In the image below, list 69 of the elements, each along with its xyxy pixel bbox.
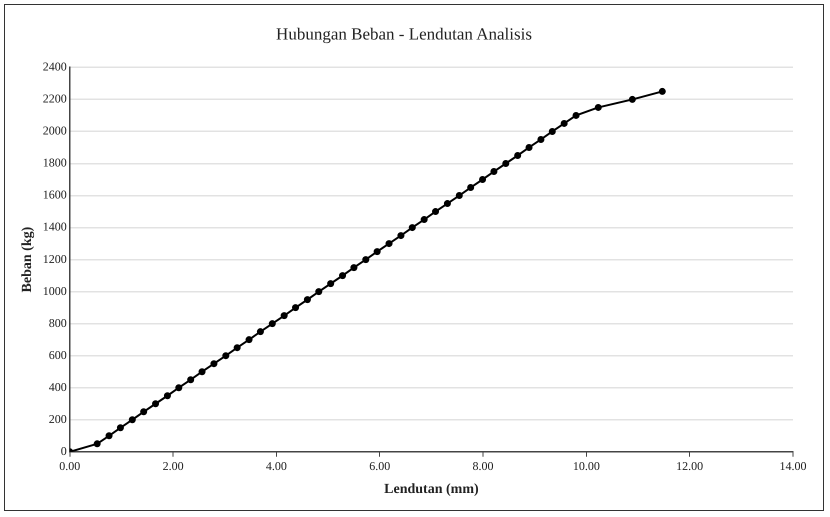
y-tick-label: 400 [48,380,67,394]
point [339,272,346,280]
point [490,168,498,176]
x-tick-label: 12.00 [676,459,704,474]
point [594,104,602,111]
y-tick-label: 800 [48,316,67,330]
point [327,280,334,288]
point [420,216,428,224]
point [234,344,241,352]
point [548,128,556,135]
point [210,360,218,368]
point [304,296,311,304]
point [628,96,636,103]
point [432,208,440,216]
point [152,400,160,408]
point [479,176,486,184]
y-tick-label: 1600 [42,188,67,202]
y-axis-title: Beban (kg) [20,226,36,292]
y-tick-label: 1200 [42,252,67,266]
x-tick-label: 10.00 [572,459,600,474]
point [280,312,288,320]
chart-title: Hubungan Beban - Lendutan Analisis [276,24,532,44]
x-tick-label: 4.00 [266,459,287,474]
y-tick-label: 2200 [42,92,67,106]
y-tick-label: 200 [48,412,67,426]
y-tick-label: 2400 [42,60,67,74]
y-tick-label: 2000 [42,124,67,138]
point [502,160,510,167]
point [397,232,404,240]
point [175,384,182,392]
point [140,408,148,416]
point [514,152,522,159]
point [268,320,276,328]
point [572,112,580,119]
point [362,256,370,264]
y-tick-label: 600 [48,348,67,362]
point [128,416,136,424]
point [456,192,463,200]
x-axis-title: Lendutan (mm) [384,482,479,498]
point [374,248,381,256]
x-tick-label: 2.00 [162,459,184,474]
point [164,392,171,400]
point [198,368,206,376]
point [106,432,113,440]
point [467,184,474,192]
point [187,376,194,384]
point [292,304,300,312]
y-tick-label: 0 [60,444,67,458]
y-tick-label: 1800 [42,156,67,170]
x-tick-label: 6.00 [369,459,390,474]
x-tick-label: 14.00 [780,459,806,474]
point [408,224,416,232]
point [350,264,358,272]
point [94,440,101,448]
point [386,240,393,248]
y-tick-label: 1400 [42,220,67,234]
point [315,288,322,296]
point [256,328,264,336]
point [537,136,544,143]
point [246,336,253,344]
point [658,88,666,95]
point [444,200,451,208]
x-tick-label: 0.00 [59,459,80,474]
point [222,352,230,360]
point [560,120,568,127]
point [526,144,533,151]
point [116,424,124,432]
y-tick-label: 1000 [42,284,67,298]
x-tick-label: 8.00 [472,459,494,474]
